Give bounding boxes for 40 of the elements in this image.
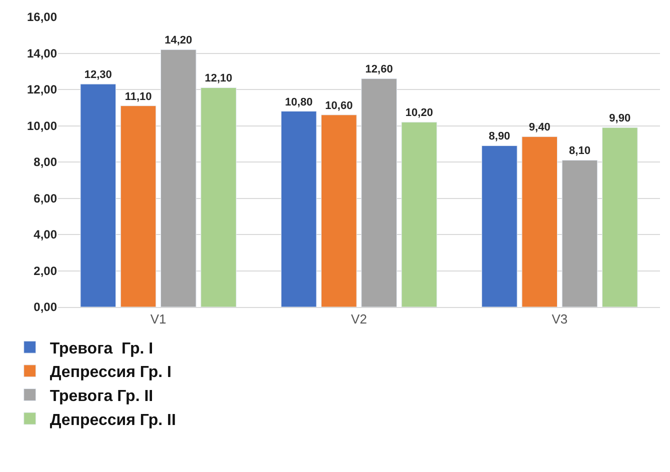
y-tick-label: 14,00 [26,46,58,60]
legend-label: Депрессия Гр. II [50,412,176,429]
x-tick-label: V2 [351,312,367,327]
data-label: 8,10 [569,145,590,158]
data-label: 10,20 [405,107,433,120]
legend-label: Депрессия Гр. I [50,364,172,382]
y-tick-label: 0,00 [34,300,58,314]
x-tick-label: V3 [552,312,568,327]
data-label: 10,60 [325,100,353,112]
legend-label: Тревога Гр. I [50,340,154,358]
bar [200,87,236,307]
bar [562,160,598,307]
data-label: 12,10 [204,72,232,85]
bar [602,127,638,307]
y-tick-label: 8,00 [34,155,58,170]
y-tick-label: 16,00 [26,10,58,24]
y-tick-label: 2,00 [34,264,58,278]
bar [80,84,116,307]
data-label: 12,60 [365,64,393,76]
data-label: 8,90 [488,130,510,143]
y-tick-label: 4,00 [34,228,58,242]
data-label: 9,90 [609,112,631,125]
bar [522,136,558,307]
data-label: 12,30 [84,69,112,82]
data-label: 10,80 [285,96,313,108]
bar [120,106,156,307]
data-label: 9,40 [528,122,550,134]
bar [482,145,518,307]
bar [160,49,196,307]
y-tick-label: 10,00 [26,118,58,133]
bar [401,122,438,307]
bar [361,78,397,307]
data-label: 11,10 [124,90,152,103]
y-tick-label: 6,00 [34,191,58,206]
y-tick-label: 12,00 [26,82,58,97]
bar [321,114,357,307]
x-tick-label: V1 [150,312,166,327]
bar [280,111,317,307]
legend-label: Тревога Гр. II [50,388,154,405]
data-label: 14,20 [164,34,192,47]
